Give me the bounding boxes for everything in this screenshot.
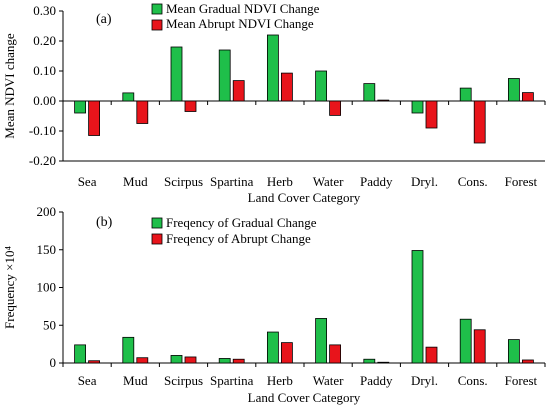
bar-abrupt <box>232 80 245 102</box>
legend-swatch <box>151 217 163 229</box>
legend-label: Mean Gradual NDVI Change <box>166 1 320 16</box>
x-tick-label: Paddy <box>360 373 393 388</box>
bar-abrupt <box>136 100 149 124</box>
bar-abrupt <box>280 72 293 102</box>
legend-swatch <box>151 233 163 245</box>
y-tick-label: 0 <box>50 355 57 370</box>
bar-abrupt <box>377 361 390 364</box>
y-axis-label: Frequency ×10⁴ <box>2 246 17 329</box>
panel-label: (a) <box>96 12 112 27</box>
bar-abrupt <box>280 342 293 364</box>
bar-abrupt <box>329 100 342 116</box>
bar-gradual <box>266 34 279 102</box>
bar-abrupt <box>184 356 197 364</box>
x-tick-label: Mud <box>123 373 148 388</box>
x-tick-label: Sea <box>78 373 97 388</box>
y-tick-label: 50 <box>43 317 56 332</box>
legend-swatch <box>151 3 163 15</box>
bar-gradual <box>507 78 520 102</box>
bar-gradual <box>363 358 376 364</box>
bar-gradual <box>507 339 520 364</box>
x-tick-label: Dryl. <box>411 174 438 189</box>
bar-gradual <box>122 336 135 364</box>
bar-gradual <box>315 318 328 364</box>
x-tick-label: Sea <box>78 174 97 189</box>
bar-gradual <box>411 250 424 364</box>
bar-abrupt <box>377 99 390 102</box>
bar-abrupt <box>88 360 100 364</box>
x-tick-label: Scirpus <box>164 174 203 189</box>
bar-abrupt <box>425 100 438 129</box>
x-tick-label: Water <box>313 373 344 388</box>
x-tick-label: Forest <box>505 174 538 189</box>
bar-abrupt <box>329 344 342 364</box>
legend-label: Freqency of Abrupt Change <box>166 231 311 246</box>
x-tick-label: Spartina <box>210 174 254 189</box>
x-tick-label: Herb <box>267 174 293 189</box>
panel-a-chart: -0.20 -0.10 0.00 0.10 0.20 0.30 Sea Mud Scirpus S… <box>2 1 546 205</box>
y-tick-label: 0.10 <box>33 63 56 78</box>
y-tick-label: 200 <box>37 204 57 219</box>
y-tick-label: 0.20 <box>33 33 56 48</box>
x-tick-label: Cons. <box>458 174 488 189</box>
legend-label: Mean Abrupt NDVI Change <box>166 16 314 31</box>
panel-b-chart: 0 50 100 150 200 Sea Mud Scirpus Spartina Herb Wat… <box>2 204 546 405</box>
bar-gradual <box>411 100 424 114</box>
y-tick-label: -0.10 <box>29 123 56 138</box>
y-tick-label: 0.00 <box>33 93 56 108</box>
x-tick-label: Spartina <box>210 373 254 388</box>
bar-gradual <box>266 331 279 364</box>
bar-abrupt <box>522 359 534 364</box>
y-axis-label: Mean NDVI change <box>2 33 17 139</box>
x-tick-label: Water <box>313 174 344 189</box>
x-tick-label: Paddy <box>360 174 393 189</box>
bar-gradual <box>363 83 376 102</box>
bar-gradual <box>74 344 86 364</box>
x-axis-label: Land Cover Category <box>248 390 361 405</box>
legend-label: Freqency of Gradual Change <box>166 215 317 230</box>
bar-abrupt <box>136 357 149 364</box>
x-tick-label: Forest <box>505 373 538 388</box>
x-axis-label: Land Cover Category <box>248 190 361 205</box>
bar-abrupt <box>184 100 197 112</box>
bar-abrupt <box>425 346 438 364</box>
bar-gradual <box>170 355 183 364</box>
bar-gradual <box>459 87 472 102</box>
bar-abrupt <box>522 92 534 102</box>
y-tick-label: 150 <box>37 242 57 257</box>
bar-abrupt <box>232 358 245 364</box>
panel-label: (b) <box>96 215 113 230</box>
bar-gradual <box>170 46 183 102</box>
bar-abrupt <box>473 329 486 364</box>
bar-abrupt <box>88 100 100 136</box>
y-tick-label: -0.20 <box>29 153 56 168</box>
legend-swatch <box>151 19 163 31</box>
x-tick-label: Mud <box>123 174 148 189</box>
x-tick-label: Herb <box>267 373 293 388</box>
x-tick-label: Cons. <box>458 373 488 388</box>
bar-gradual <box>218 49 231 102</box>
bar-gradual <box>459 318 472 364</box>
y-tick-label: 100 <box>37 280 57 295</box>
x-tick-label: Scirpus <box>164 373 203 388</box>
bar-gradual <box>315 70 328 102</box>
bar-abrupt <box>473 100 486 144</box>
bar-gradual <box>74 100 86 114</box>
bar-gradual <box>218 358 231 364</box>
y-tick-label: 0.30 <box>33 3 56 18</box>
bar-gradual <box>122 92 135 102</box>
x-tick-label: Dryl. <box>411 373 438 388</box>
